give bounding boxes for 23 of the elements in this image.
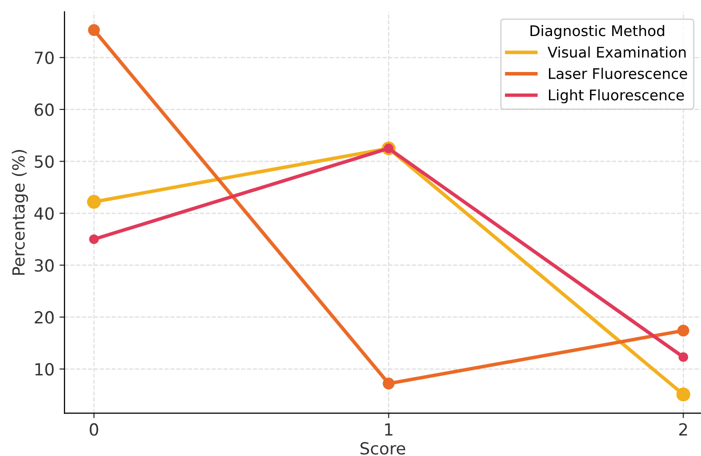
x-tick-label: 2 xyxy=(679,423,687,436)
point xyxy=(677,324,690,336)
y-tick-label: 40 xyxy=(34,207,54,220)
y-tick-label: 70 xyxy=(34,52,54,64)
legend-title: Diagnostic Method xyxy=(530,24,664,40)
x-axis-title: Score xyxy=(360,442,406,455)
y-tick-label: 30 xyxy=(34,259,54,272)
legend-label: Visual Examination xyxy=(548,46,686,58)
legend-label: Light Fluorescence xyxy=(548,89,684,104)
legend-label: Laser Fluorescence xyxy=(548,68,688,80)
y-tick-label: 60 xyxy=(34,103,54,116)
point xyxy=(382,378,395,390)
point xyxy=(678,352,688,362)
y-axis-title: Percentage (%) xyxy=(12,150,28,275)
x-tick-label: 1 xyxy=(385,423,392,436)
point xyxy=(88,24,100,36)
x-tick-label: 0 xyxy=(90,423,98,436)
y-tick-label: 20 xyxy=(34,311,54,324)
y-tick-label: 50 xyxy=(34,155,54,168)
point xyxy=(87,194,101,209)
point xyxy=(89,234,99,244)
point xyxy=(676,388,690,402)
y-tick-label: 10 xyxy=(35,362,54,376)
